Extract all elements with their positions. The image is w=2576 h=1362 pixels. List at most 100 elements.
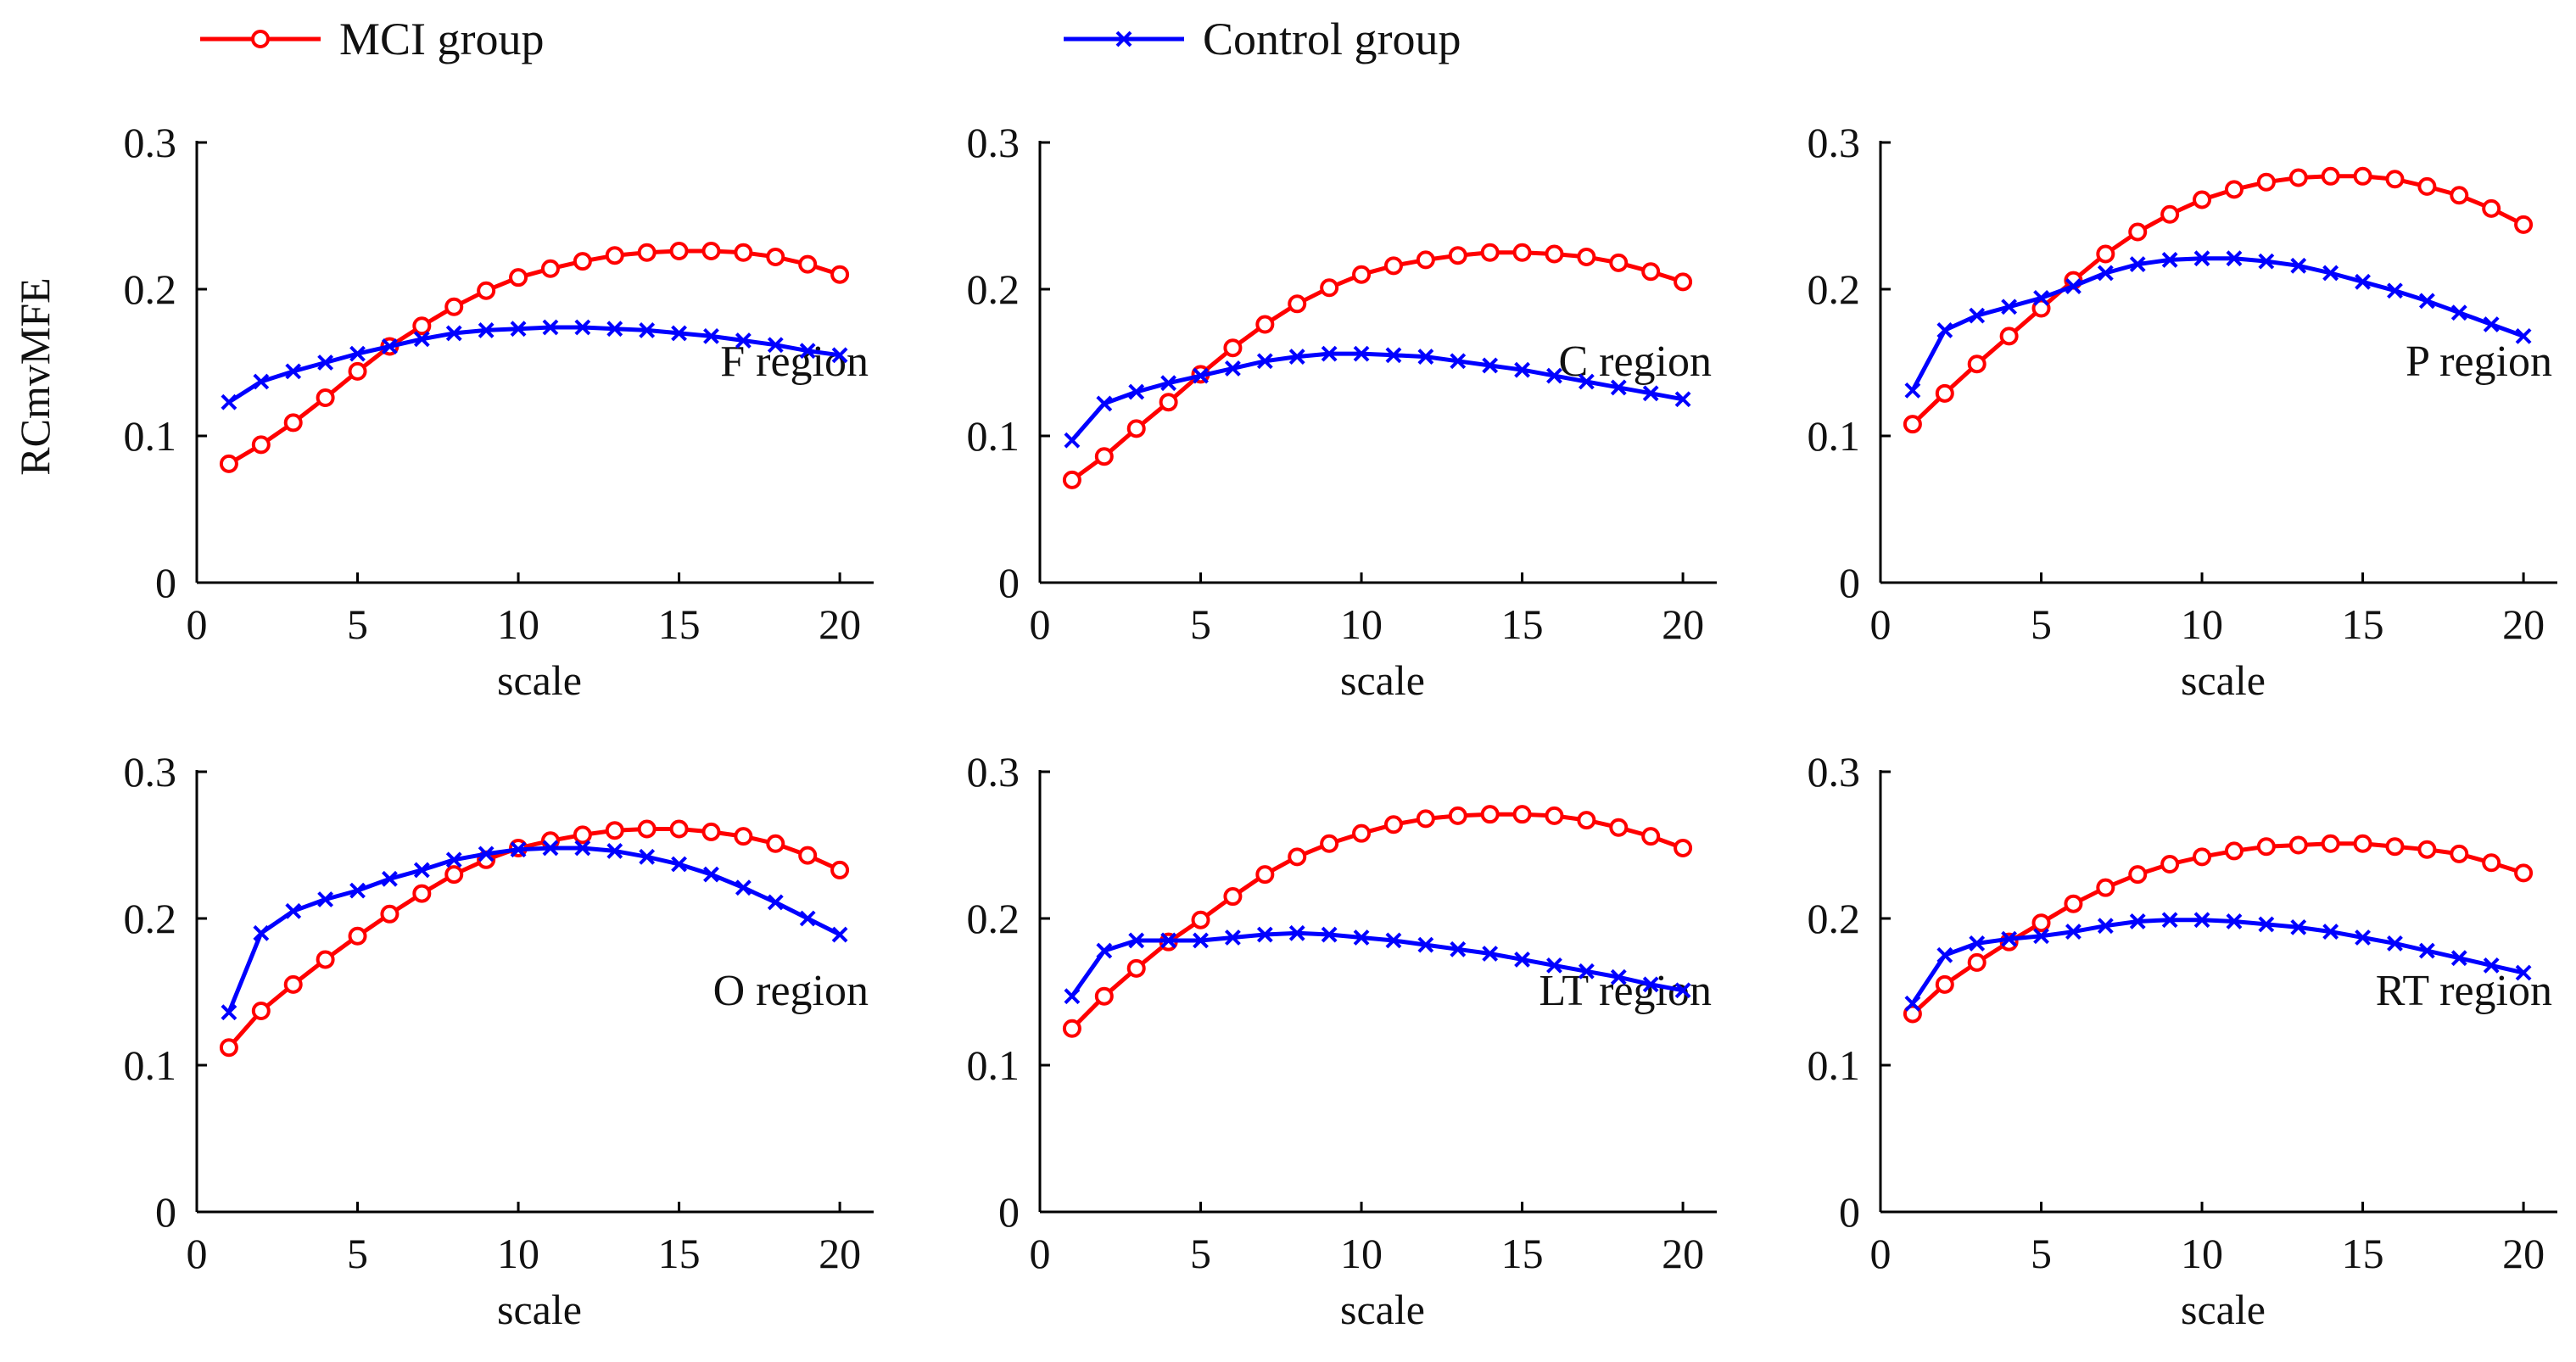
- data-point-control: [1482, 946, 1499, 962]
- region-label: P region: [2406, 338, 2552, 386]
- data-point-mci: [2160, 204, 2180, 224]
- data-point-control: [671, 856, 687, 873]
- data-point-control: [2033, 928, 2049, 945]
- data-point-mci: [2096, 244, 2115, 264]
- data-point-mci: [1512, 243, 1532, 262]
- y-tick-label: 0.3: [124, 748, 177, 795]
- data-point-mci: [2482, 853, 2501, 873]
- x-tick-label: 5: [347, 600, 368, 648]
- data-point-control: [1546, 957, 1562, 974]
- y-tick-label: 0: [155, 559, 176, 606]
- data-point-mci: [1967, 354, 1986, 374]
- data-point-mci: [1223, 338, 1243, 358]
- data-point-control: [1417, 349, 1434, 365]
- data-point-control: [606, 321, 623, 338]
- data-point-mci: [348, 926, 367, 946]
- legend-item-control: Control group: [1064, 14, 1461, 64]
- y-tick-label: 0.2: [967, 895, 1020, 942]
- data-point-control: [349, 345, 366, 362]
- x-tick-label: 0: [1870, 1230, 1891, 1277]
- data-point-mci: [219, 1038, 238, 1058]
- data-point-control: [1417, 936, 1434, 953]
- data-point-mci: [1062, 470, 1081, 489]
- data-point-mci: [1512, 805, 1532, 824]
- data-point-control: [317, 354, 334, 371]
- data-point-mci: [1288, 294, 1307, 314]
- data-point-control: [1610, 968, 1627, 985]
- data-point-control: [382, 870, 398, 887]
- data-point-mci: [2321, 834, 2340, 853]
- y-tick-label: 0: [1839, 559, 1860, 606]
- data-point-mci: [830, 860, 850, 879]
- data-point-control: [2355, 273, 2371, 290]
- data-point-control: [2290, 257, 2307, 274]
- legend: MCI group Control group: [200, 14, 1461, 64]
- x-tick-label: 5: [2031, 1230, 2052, 1277]
- y-tick-label: 0.2: [124, 265, 177, 313]
- y-tick-label: 0.2: [124, 895, 177, 942]
- data-point-control: [2258, 253, 2275, 270]
- data-point-mci: [701, 242, 721, 261]
- y-tick-label: 0: [1839, 1188, 1860, 1236]
- data-point-control: [445, 325, 462, 342]
- data-point-control: [2097, 265, 2114, 282]
- y-tick-label: 0: [998, 1188, 1020, 1236]
- region-label: O region: [713, 967, 869, 1015]
- data-point-mci: [2482, 198, 2501, 218]
- data-point-mci: [2417, 840, 2437, 859]
- y-tick-label: 0.1: [124, 412, 177, 460]
- y-tick-label: 0.2: [1808, 895, 1861, 942]
- data-point-mci: [1674, 272, 1693, 292]
- data-point-mci: [798, 846, 818, 865]
- panel-1: 0 0.1 0.2 0.3 0 5 10 15 20 scale F region: [124, 119, 874, 704]
- data-point-mci: [380, 904, 400, 924]
- data-point-control: [1321, 926, 1338, 943]
- x-tick-label: 0: [187, 1230, 208, 1277]
- data-point-control: [2483, 957, 2500, 974]
- data-point-mci: [830, 265, 850, 284]
- y-axis-title: RCmvMFE: [11, 277, 59, 475]
- data-point-control: [2129, 256, 2146, 273]
- y-tick-label: 0: [155, 1188, 176, 1236]
- data-point-mci: [219, 454, 238, 473]
- data-point-control: [1642, 385, 1659, 402]
- series-line-control: [1070, 351, 1684, 442]
- data-point-control: [2193, 912, 2210, 929]
- data-point-mci: [798, 254, 818, 274]
- data-point-mci: [2450, 844, 2469, 863]
- data-point-control: [1385, 347, 1402, 364]
- data-point-control: [1225, 360, 1241, 377]
- data-point-mci: [1609, 818, 1629, 837]
- data-point-mci: [444, 297, 464, 316]
- series-control: [1904, 912, 2532, 1012]
- data-point-mci: [251, 435, 271, 455]
- data-point-control: [703, 327, 719, 344]
- x-tick-label: 10: [2181, 600, 2223, 648]
- data-point-control: [799, 343, 816, 360]
- data-point-mci: [1935, 974, 1954, 994]
- data-point-mci: [1383, 256, 1403, 276]
- data-point-mci: [1967, 952, 1986, 972]
- data-point-control: [2418, 942, 2435, 959]
- data-point-control: [1096, 395, 1113, 412]
- y-tick-label: 0.1: [1808, 1041, 1861, 1089]
- series-mci: [219, 242, 850, 473]
- data-point-control: [221, 394, 237, 410]
- data-point-mci: [2288, 835, 2308, 855]
- data-point-control: [2065, 278, 2081, 294]
- x-tick-label: 10: [1340, 600, 1383, 648]
- data-point-mci: [2224, 841, 2244, 861]
- data-point-control: [2033, 289, 2049, 306]
- data-point-control: [2355, 929, 2371, 946]
- data-point-mci: [1383, 815, 1403, 835]
- data-point-control: [1482, 357, 1499, 374]
- data-point-mci: [1320, 834, 1339, 853]
- data-point-control: [510, 321, 527, 338]
- data-point-control: [317, 891, 334, 907]
- data-point-mci: [605, 246, 624, 265]
- data-point-mci: [2064, 894, 2083, 913]
- x-axis-title: scale: [2181, 656, 2266, 704]
- data-point-control: [478, 322, 495, 338]
- data-point-control: [2418, 293, 2435, 310]
- x-tick-label: 20: [819, 600, 861, 648]
